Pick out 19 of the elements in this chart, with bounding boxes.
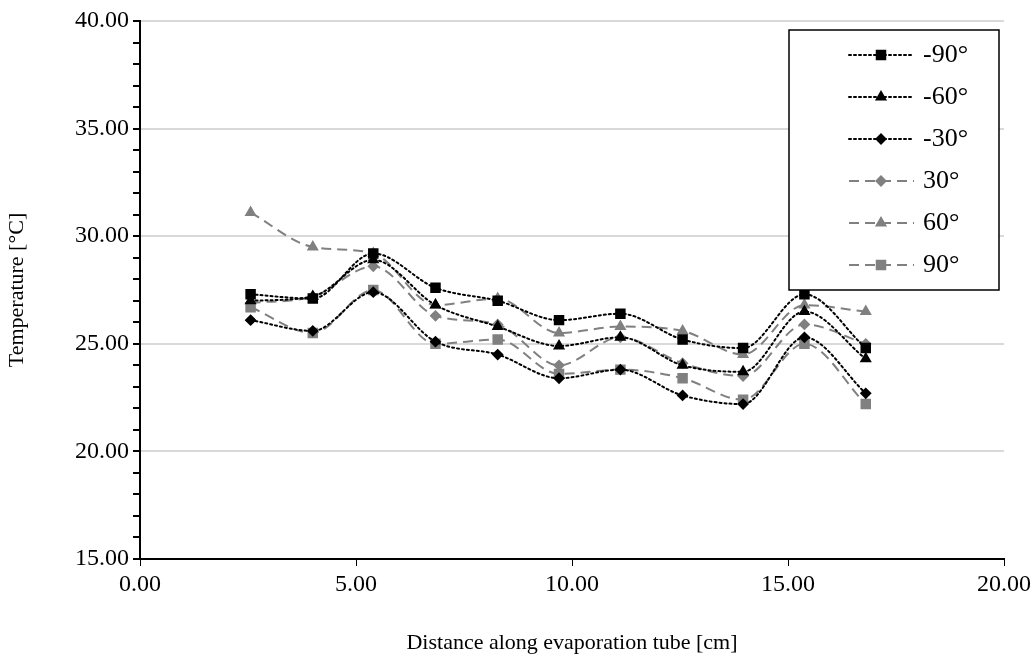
x-tick-label: 0.00	[119, 569, 161, 596]
legend-label: 30°	[923, 164, 960, 194]
y-tick-label: 40.00	[75, 6, 129, 33]
x-tick-label: 15.00	[761, 569, 815, 596]
y-tick-label: 35.00	[75, 113, 129, 140]
legend-label: -30°	[923, 122, 969, 152]
y-tick-label: 25.00	[75, 329, 129, 356]
legend-label: 90°	[923, 248, 960, 278]
y-axis-title: Temperature [°C]	[2, 212, 28, 368]
y-tick-label: 30.00	[75, 221, 129, 248]
legend-label: -60°	[923, 80, 969, 110]
legend-label: 60°	[923, 206, 960, 236]
legend-label: -90°	[923, 38, 969, 68]
x-axis-title: Distance along evaporation tube [cm]	[406, 628, 738, 654]
y-tick-label: 15.00	[75, 544, 129, 571]
y-tick-label: 20.00	[75, 436, 129, 463]
x-tick-label: 5.00	[335, 569, 377, 596]
x-tick-label: 20.00	[977, 569, 1031, 596]
x-tick-label: 10.00	[545, 569, 599, 596]
